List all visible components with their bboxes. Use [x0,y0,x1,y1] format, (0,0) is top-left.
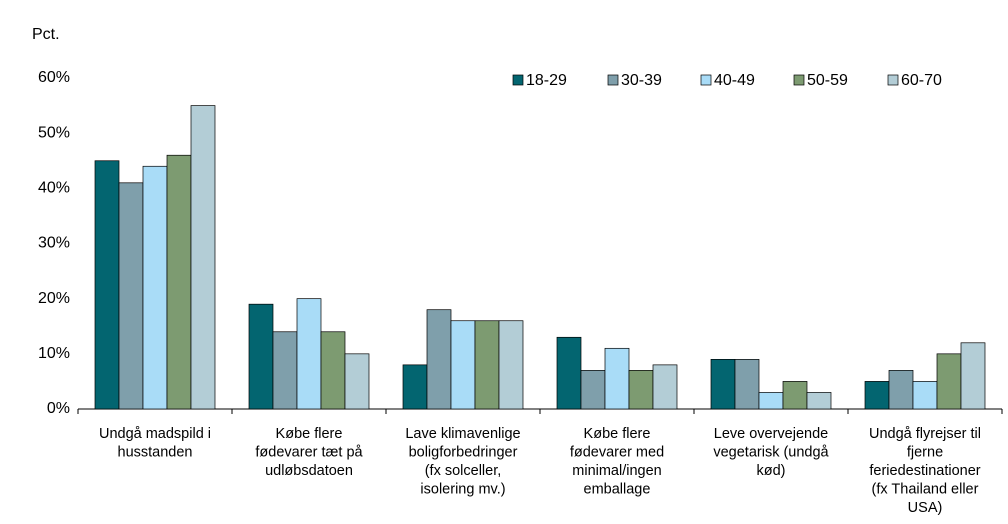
legend-label: 40-49 [714,72,755,89]
x-tick-label: husstanden [118,444,193,460]
bar [652,364,678,410]
x-tick-label: (fx Thailand eller [872,481,979,497]
x-tick-label: fødevarer tæt på [255,444,363,460]
x-tick-label: udløbsdatoen [265,463,353,479]
bar [166,154,192,410]
x-tick-label: vegetarisk (undgå [713,444,829,460]
legend-swatch [793,74,805,86]
legend-label: 60-70 [901,72,942,89]
legend-swatch [700,74,712,86]
bar [426,309,452,410]
legend-label: 50-59 [807,72,848,89]
x-tick-label: boligforbedringer [409,444,518,460]
bar [272,331,298,410]
bar [190,105,216,410]
bar [556,336,582,410]
bar [474,320,500,410]
legend-swatch [512,74,524,86]
bar [142,165,168,410]
y-tick-label: 40% [38,180,70,197]
bar [320,331,346,410]
legend-swatch [607,74,619,86]
bar [498,320,524,410]
bar [450,320,476,410]
y-tick-label: 10% [38,345,70,362]
x-tick-label: fjerne [907,444,943,460]
bar [604,347,630,410]
bar [960,342,986,410]
y-tick-label: 0% [47,400,70,417]
x-tick-label: feriedestinationer [869,463,980,479]
bar [296,298,322,410]
bar [94,160,120,410]
bar [402,364,428,410]
x-tick-label: (fx solceller, [425,463,502,479]
x-tick-label: Undgå madspild i [99,426,211,442]
bar [782,381,808,410]
x-tick-label: kød) [757,463,786,479]
x-tick-label: emballage [584,481,651,497]
bar [118,182,144,410]
x-tick-label: minimal/ingen [572,463,661,479]
x-tick-label: Købe flere [276,426,343,442]
y-tick-label: 20% [38,290,70,307]
bar [758,392,784,410]
x-tick-label: Leve overvejende [714,426,828,442]
legend-swatch [887,74,899,86]
bar [710,359,736,410]
bar [806,392,832,410]
x-tick-label: isolering mv.) [420,481,505,497]
bar [628,370,654,410]
y-tick-label: 60% [38,69,70,86]
bar [936,353,962,410]
y-axis-label: Pct. [32,26,60,43]
bar [734,359,760,410]
x-tick-label: Undgå flyrejser til [869,426,981,442]
bar [580,370,606,410]
y-tick-label: 30% [38,235,70,252]
bar [248,303,274,410]
bar [864,381,890,410]
x-tick-label: fødevarer med [570,444,664,460]
y-tick-label: 50% [38,124,70,141]
x-tick-label: USA) [908,500,943,516]
x-tick-label: Lave klimavenlige [405,426,520,442]
legend-label: 30-39 [621,72,662,89]
legend-label: 18-29 [526,72,567,89]
x-tick-label: Købe flere [584,426,651,442]
bar [344,353,370,410]
bar [888,370,914,410]
bar [912,381,938,410]
